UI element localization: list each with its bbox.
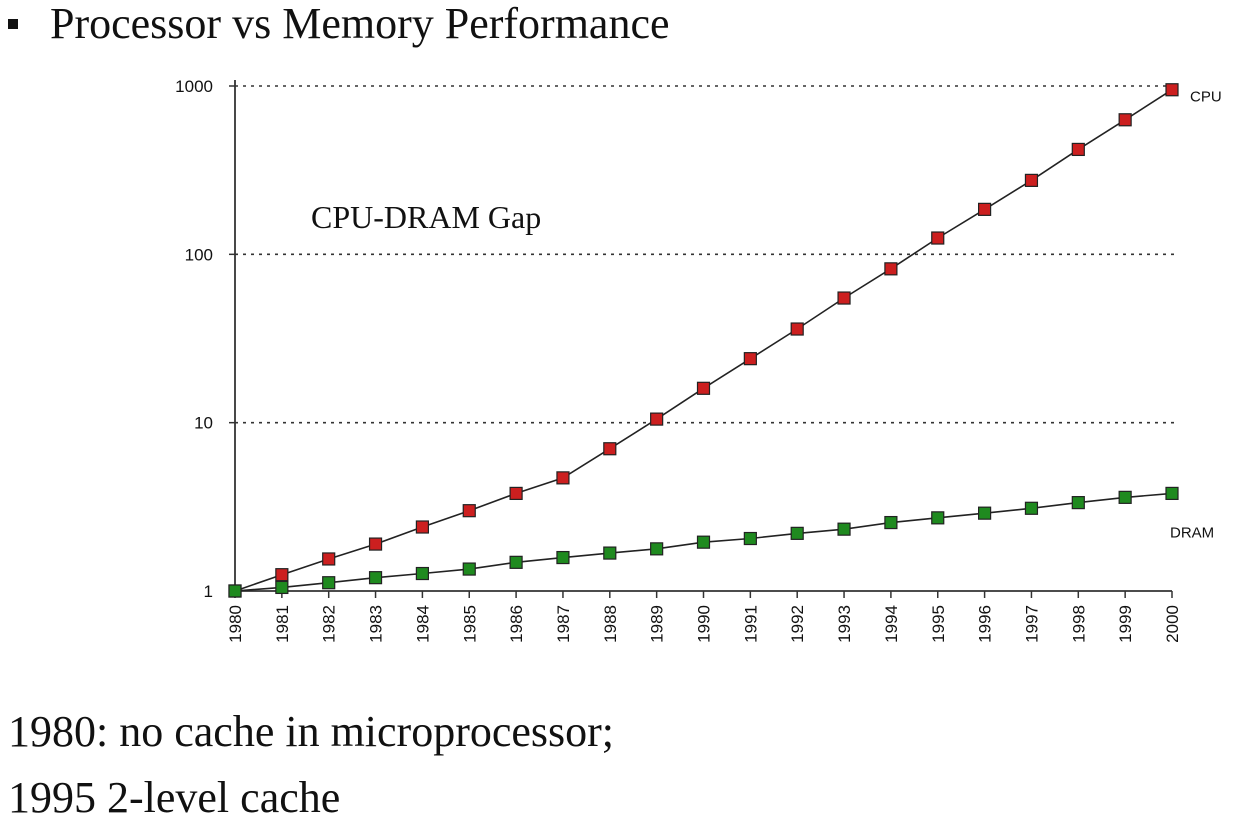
- x-tick-label-1985: 1985: [460, 605, 479, 643]
- cpu-dram-gap-annotation: CPU-DRAM Gap: [311, 199, 541, 235]
- dram-point-1997: [1024, 501, 1039, 515]
- x-tick-label-1996: 1996: [976, 605, 995, 643]
- x-tick-label-2000: 2000: [1163, 605, 1182, 643]
- cpu-series-label: CPU: [1190, 89, 1222, 106]
- cpu-point-1993: [837, 291, 851, 305]
- x-tick-label-1986: 1986: [507, 605, 526, 643]
- bullet-icon: [8, 18, 18, 29]
- cpu-point-1996: [977, 202, 992, 216]
- dram-point-1993: [837, 522, 851, 536]
- cpu-point-1985: [462, 504, 476, 518]
- x-tick-label-1984: 1984: [413, 605, 432, 643]
- cpu-point-1998: [1071, 142, 1085, 157]
- x-tick-label-1989: 1989: [648, 605, 667, 643]
- dram-point-1994: [884, 515, 898, 530]
- x-tick-label-1999: 1999: [1116, 605, 1135, 643]
- cpu-point-2000: [1165, 83, 1179, 97]
- y-tick-label-1000: 1000: [175, 77, 213, 96]
- x-tick-label-1990: 1990: [695, 605, 714, 643]
- cpu-point-1999: [1118, 113, 1132, 127]
- x-tick-label-1993: 1993: [835, 605, 854, 643]
- dram-point-1987: [556, 550, 570, 565]
- x-tick-label-1991: 1991: [741, 605, 760, 643]
- dram-point-1992: [790, 526, 804, 540]
- note-line-1: 1980: no cache in microprocessor;: [8, 707, 615, 756]
- dram-point-1986: [509, 555, 523, 569]
- dram-point-1980: [228, 584, 242, 598]
- x-tick-label-1992: 1992: [788, 605, 807, 643]
- dram-series-label: DRAM: [1170, 524, 1214, 541]
- dram-point-1981: [275, 580, 289, 595]
- cpu-point-1986: [509, 486, 523, 501]
- x-axis-ticks: 1980 1981 1982 1983 1984 1985 1986 1987 1988 1989…: [226, 591, 1182, 643]
- cpu-point-1981: [275, 568, 289, 582]
- gridlines: [235, 85, 1176, 424]
- cpu-point-1987: [556, 471, 570, 485]
- dram-point-1998: [1071, 496, 1085, 510]
- dram-point-1999: [1118, 490, 1132, 504]
- cpu-point-1997: [1024, 173, 1039, 187]
- dram-point-1989: [650, 542, 664, 556]
- dram-point-1990: [696, 535, 711, 549]
- x-tick-label-1982: 1982: [320, 605, 339, 643]
- y-tick-label-1: 1: [204, 582, 213, 601]
- x-tick-label-1988: 1988: [601, 605, 620, 643]
- x-tick-label-1997: 1997: [1022, 605, 1041, 643]
- cpu-point-1982: [322, 552, 336, 566]
- x-tick-label-1987: 1987: [554, 605, 573, 643]
- slide-title-text: Processor vs Memory Performance: [50, 0, 670, 48]
- x-tick-label-1995: 1995: [929, 605, 948, 643]
- note-line-2: 1995 2-level cache: [8, 773, 341, 822]
- cpu-point-1994: [884, 262, 898, 276]
- dram-point-1984: [415, 566, 429, 581]
- cpu-point-1995: [931, 231, 945, 245]
- dram-point-1995: [931, 511, 945, 525]
- x-tick-label-1983: 1983: [367, 605, 386, 643]
- cpu-point-1991: [743, 352, 757, 366]
- dram-point-1991: [743, 531, 757, 546]
- cpu-point-1992: [790, 322, 804, 336]
- x-tick-label-1994: 1994: [882, 605, 901, 643]
- cpu-point-1983: [368, 537, 383, 551]
- cpu-point-1988: [603, 442, 617, 456]
- dram-point-1996: [977, 506, 992, 520]
- y-axis-ticks: 1 10 100 1000: [175, 77, 235, 601]
- y-tick-label-100: 100: [185, 245, 213, 264]
- x-tick-label-1981: 1981: [273, 605, 292, 643]
- dram-point-1982: [322, 576, 336, 590]
- dram-point-2000: [1165, 486, 1179, 501]
- cpu-point-1989: [650, 412, 664, 426]
- cpu-point-1984: [415, 520, 429, 534]
- x-tick-label-1980: 1980: [226, 605, 245, 643]
- series-group: CPU DRAM: [228, 83, 1222, 598]
- cpu-series-line: [234, 89, 1173, 592]
- y-tick-label-10: 10: [194, 414, 213, 433]
- x-tick-label-1998: 1998: [1069, 605, 1088, 643]
- dram-point-1988: [603, 546, 617, 560]
- cpu-point-1990: [696, 381, 711, 395]
- dram-point-1985: [462, 562, 476, 576]
- dram-point-1983: [368, 571, 383, 585]
- slide-title: Processor vs Memory Performance: [8, 0, 670, 54]
